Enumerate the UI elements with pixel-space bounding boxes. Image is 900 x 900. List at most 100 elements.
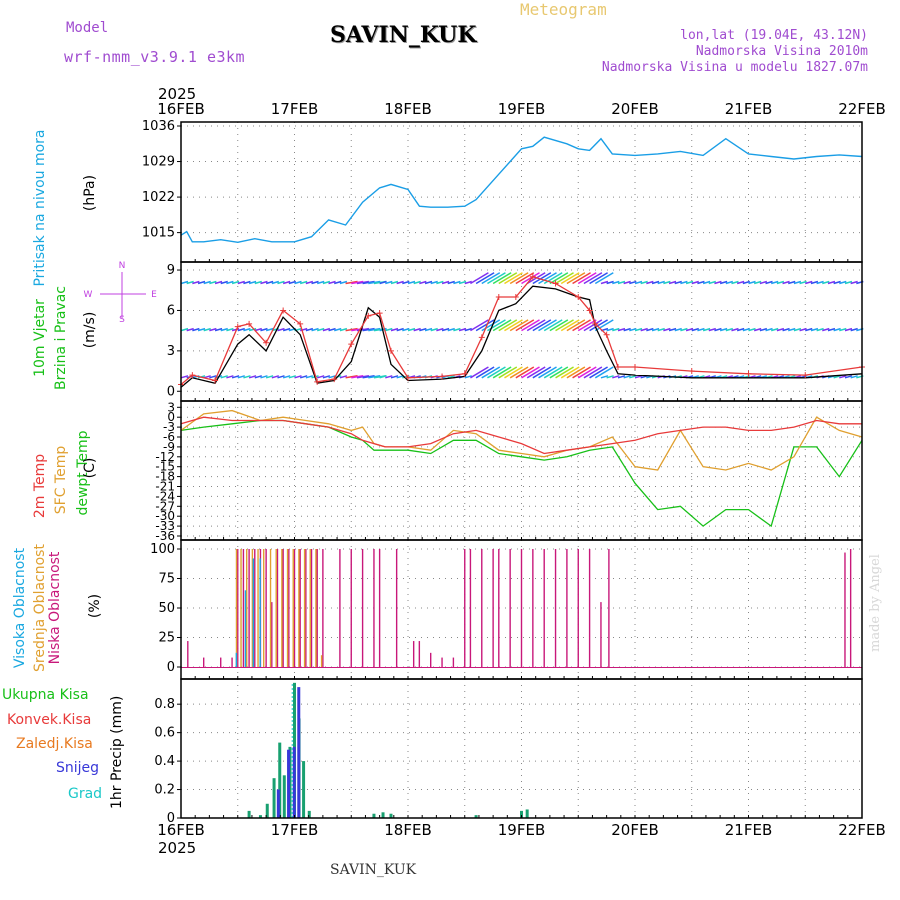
wind-barb bbox=[600, 375, 609, 379]
axis-text-layer: 16FEB 16FEB 17FEB 17FEB 18FEB 18FEB 19FEB 19FEB… bbox=[84, 85, 886, 857]
wind-barb bbox=[810, 280, 819, 285]
wind-barb bbox=[436, 280, 444, 285]
wind-barb bbox=[282, 280, 291, 285]
y-tick-label: 1029 bbox=[142, 155, 175, 170]
wind-barb bbox=[674, 327, 682, 332]
wind-barb bbox=[470, 319, 489, 332]
wind-barb bbox=[782, 280, 790, 285]
wind-barb bbox=[464, 375, 472, 379]
wind-barb bbox=[299, 375, 308, 379]
wind-speed-marker bbox=[632, 364, 638, 371]
wind-barb bbox=[322, 375, 331, 379]
wind-speed-marker bbox=[688, 368, 695, 375]
y-tick-label: 50 bbox=[158, 601, 175, 616]
wind-barb bbox=[265, 327, 274, 332]
y-tick-label: 1015 bbox=[142, 226, 175, 241]
time-tick-bottom: 22FEB bbox=[838, 821, 885, 839]
wind-barb bbox=[305, 327, 314, 332]
wind-barb bbox=[487, 272, 506, 285]
wind-barb bbox=[481, 272, 501, 285]
wind-barb bbox=[248, 280, 257, 285]
model-label: Model bbox=[66, 20, 109, 36]
wind-barb bbox=[197, 280, 206, 285]
y-tick-label: 1022 bbox=[142, 190, 175, 205]
wind-barb bbox=[731, 280, 739, 285]
wind-barb bbox=[850, 327, 858, 332]
wind-barb bbox=[555, 272, 574, 285]
time-tick-bottom: 19FEB bbox=[498, 821, 545, 839]
wind-barb bbox=[492, 319, 512, 332]
wind-barb bbox=[594, 319, 614, 332]
wind-barb bbox=[736, 280, 745, 285]
wind-barb bbox=[685, 280, 694, 285]
wind-barb bbox=[634, 327, 643, 332]
wind-barb bbox=[453, 327, 461, 332]
wind-barb bbox=[458, 280, 467, 285]
y-tick-label: 0.6 bbox=[154, 726, 175, 741]
wind-barb bbox=[844, 375, 853, 379]
wind-barb bbox=[345, 327, 358, 332]
wind-barb bbox=[708, 280, 716, 285]
wind-barb bbox=[617, 280, 626, 285]
wind-barb bbox=[560, 366, 580, 379]
wind-barb bbox=[805, 327, 813, 332]
wind-barb bbox=[651, 280, 660, 285]
wind-barb bbox=[668, 280, 677, 285]
wind-barb bbox=[788, 280, 796, 285]
y-tick-label: -30 bbox=[155, 509, 175, 523]
wind-barb bbox=[402, 280, 410, 285]
wind-barb bbox=[583, 272, 603, 285]
wind-speed-marker bbox=[263, 339, 270, 346]
wind-barb bbox=[180, 327, 189, 332]
total-precip-bar bbox=[389, 813, 393, 818]
wind-barb bbox=[288, 280, 297, 285]
wind-barb bbox=[379, 280, 387, 285]
elevation-label: Nadmorska Visina 2010m bbox=[695, 44, 868, 59]
wind-speed-marker bbox=[614, 364, 621, 371]
wind-barb bbox=[231, 280, 240, 285]
wind-barb bbox=[430, 280, 438, 285]
wind-barb bbox=[629, 375, 637, 379]
wind-barb bbox=[316, 280, 325, 285]
wind-barb bbox=[793, 327, 802, 332]
snow-bar bbox=[297, 687, 301, 818]
wind-barb bbox=[265, 375, 274, 379]
wind-barb bbox=[714, 280, 722, 285]
wind-barb bbox=[663, 327, 671, 332]
wind-barb bbox=[481, 366, 501, 379]
wind-barb bbox=[356, 375, 370, 379]
wind-barb bbox=[254, 280, 262, 285]
y-tick-label: 3 bbox=[167, 344, 175, 359]
wind-barb bbox=[498, 272, 518, 285]
wind-barb bbox=[623, 327, 631, 332]
precip-total-label: Ukupna Kisa bbox=[2, 687, 89, 703]
wind-barb bbox=[799, 280, 807, 285]
y-tick-label: -15 bbox=[155, 460, 175, 474]
wind-barb bbox=[589, 366, 608, 379]
wind-barb bbox=[294, 280, 302, 285]
year-label-bottom: 2025 bbox=[158, 839, 196, 857]
wind-barb bbox=[549, 319, 569, 332]
time-tick-top: 21FEB bbox=[725, 100, 772, 118]
wind-barb bbox=[623, 280, 631, 285]
total-precip-bar bbox=[307, 810, 311, 818]
wind-barb bbox=[833, 327, 841, 332]
time-tick-top: 20FEB bbox=[611, 100, 658, 118]
wind-barb bbox=[328, 375, 336, 379]
y-tick-label: -24 bbox=[155, 489, 175, 503]
wind-barb bbox=[680, 280, 688, 285]
wind-barb bbox=[424, 327, 433, 332]
y-tick-label: -9 bbox=[163, 440, 175, 454]
time-tick-top: 18FEB bbox=[384, 100, 431, 118]
wind-speed-marker bbox=[189, 372, 196, 379]
time-tick-bottom: 18FEB bbox=[384, 821, 431, 839]
compass-cross bbox=[100, 272, 146, 318]
wind-barb bbox=[197, 327, 206, 332]
wind-barb bbox=[424, 280, 433, 285]
wind-barb bbox=[186, 280, 194, 285]
wind-barb bbox=[606, 327, 614, 332]
wind-barb bbox=[334, 327, 342, 332]
wind-barb bbox=[180, 375, 189, 379]
